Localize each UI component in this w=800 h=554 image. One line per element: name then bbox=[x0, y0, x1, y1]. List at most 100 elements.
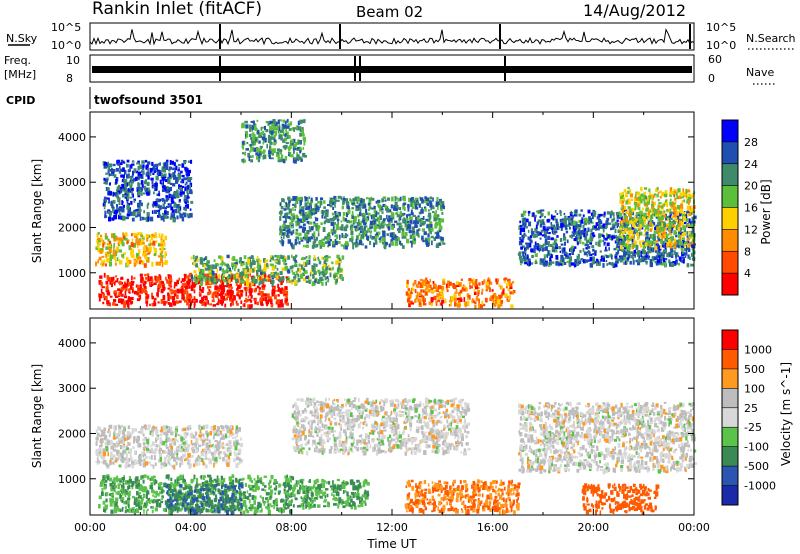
data-cell bbox=[681, 232, 684, 237]
data-cell bbox=[181, 191, 185, 195]
data-cell bbox=[422, 300, 425, 305]
data-cell bbox=[682, 237, 685, 242]
data-cell bbox=[660, 220, 664, 224]
data-cell bbox=[186, 290, 189, 294]
data-cell bbox=[143, 251, 146, 255]
data-cell bbox=[212, 295, 215, 301]
data-cell bbox=[591, 245, 595, 248]
data-cell bbox=[692, 227, 695, 232]
data-cell bbox=[639, 240, 642, 245]
data-cell bbox=[332, 266, 334, 269]
data-cell bbox=[359, 230, 363, 233]
data-cell bbox=[399, 196, 402, 201]
data-cell bbox=[683, 248, 686, 252]
data-cell bbox=[419, 300, 421, 306]
data-cell bbox=[668, 253, 671, 258]
data-cell bbox=[305, 234, 309, 238]
data-cell bbox=[333, 229, 337, 233]
data-cell bbox=[173, 285, 176, 289]
data-cell bbox=[570, 210, 572, 214]
data-cell bbox=[518, 240, 523, 246]
data-cell bbox=[184, 186, 188, 192]
data-cell bbox=[216, 483, 220, 487]
data-cell bbox=[376, 216, 381, 220]
data-cell bbox=[674, 252, 677, 258]
data-cell bbox=[103, 163, 107, 169]
data-cell bbox=[627, 186, 630, 190]
data-cell bbox=[323, 238, 326, 241]
data-cell bbox=[279, 213, 282, 217]
data-cell bbox=[137, 289, 140, 293]
data-cell bbox=[303, 216, 306, 221]
data-cell bbox=[240, 277, 243, 281]
data-cell bbox=[332, 227, 335, 231]
data-cell bbox=[123, 300, 126, 306]
data-cell bbox=[362, 228, 365, 233]
data-cell bbox=[123, 204, 125, 208]
data-cell bbox=[301, 219, 305, 223]
data-cell bbox=[369, 220, 373, 226]
data-cell bbox=[299, 208, 302, 214]
data-cell bbox=[368, 200, 372, 205]
data-cell bbox=[226, 280, 228, 286]
data-cell bbox=[668, 233, 670, 236]
data-cell bbox=[138, 200, 142, 205]
data-cell bbox=[269, 125, 272, 131]
data-cell bbox=[278, 124, 281, 128]
data-cell bbox=[146, 273, 150, 277]
data-cell bbox=[261, 302, 263, 307]
data-cell bbox=[627, 257, 630, 260]
data-cell bbox=[461, 287, 465, 290]
data-cell bbox=[382, 196, 387, 199]
data-cell bbox=[315, 236, 318, 241]
data-cell bbox=[597, 221, 601, 225]
data-cell bbox=[147, 252, 150, 255]
data-cell bbox=[391, 212, 395, 217]
data-cell bbox=[571, 231, 574, 234]
data-cell bbox=[127, 176, 130, 179]
data-cell bbox=[163, 213, 165, 218]
data-cell bbox=[131, 192, 134, 196]
data-cell bbox=[388, 215, 391, 219]
data-cell bbox=[100, 234, 103, 238]
data-cell bbox=[133, 168, 137, 173]
data-cell bbox=[314, 267, 316, 272]
data-cell bbox=[201, 302, 204, 306]
data-cell bbox=[519, 231, 522, 235]
data-cell bbox=[687, 200, 690, 205]
data-cell bbox=[157, 287, 160, 293]
data-cell bbox=[243, 159, 247, 163]
data-cell bbox=[211, 299, 215, 303]
data-cell bbox=[133, 209, 136, 213]
data-cell bbox=[362, 204, 366, 209]
data-cell bbox=[568, 223, 572, 226]
data-cell bbox=[400, 210, 402, 216]
data-cell bbox=[349, 238, 353, 242]
data-cell bbox=[266, 265, 270, 269]
data-cell bbox=[638, 196, 641, 200]
data-cell bbox=[311, 281, 315, 287]
data-cell bbox=[583, 233, 586, 238]
data-cell bbox=[333, 222, 337, 225]
data-cell bbox=[496, 296, 500, 300]
data-cell bbox=[186, 173, 189, 177]
data-cell bbox=[657, 238, 661, 242]
data-cell bbox=[287, 196, 291, 201]
data-cell bbox=[190, 190, 193, 195]
data-cell bbox=[615, 251, 618, 255]
data-cell bbox=[137, 165, 140, 171]
data-cell bbox=[304, 261, 308, 267]
data-cell bbox=[257, 258, 260, 262]
data-cell bbox=[96, 233, 99, 238]
data-cell bbox=[317, 228, 320, 232]
data-cell bbox=[612, 263, 616, 269]
data-cell bbox=[660, 207, 664, 210]
data-cell bbox=[363, 222, 366, 225]
y-tick-label: 3000 bbox=[58, 176, 86, 189]
data-cell bbox=[199, 260, 204, 265]
data-cell bbox=[189, 213, 193, 218]
data-cell bbox=[625, 246, 629, 251]
data-cell bbox=[245, 124, 249, 129]
data-cell bbox=[466, 293, 470, 297]
data-cell bbox=[417, 228, 421, 232]
